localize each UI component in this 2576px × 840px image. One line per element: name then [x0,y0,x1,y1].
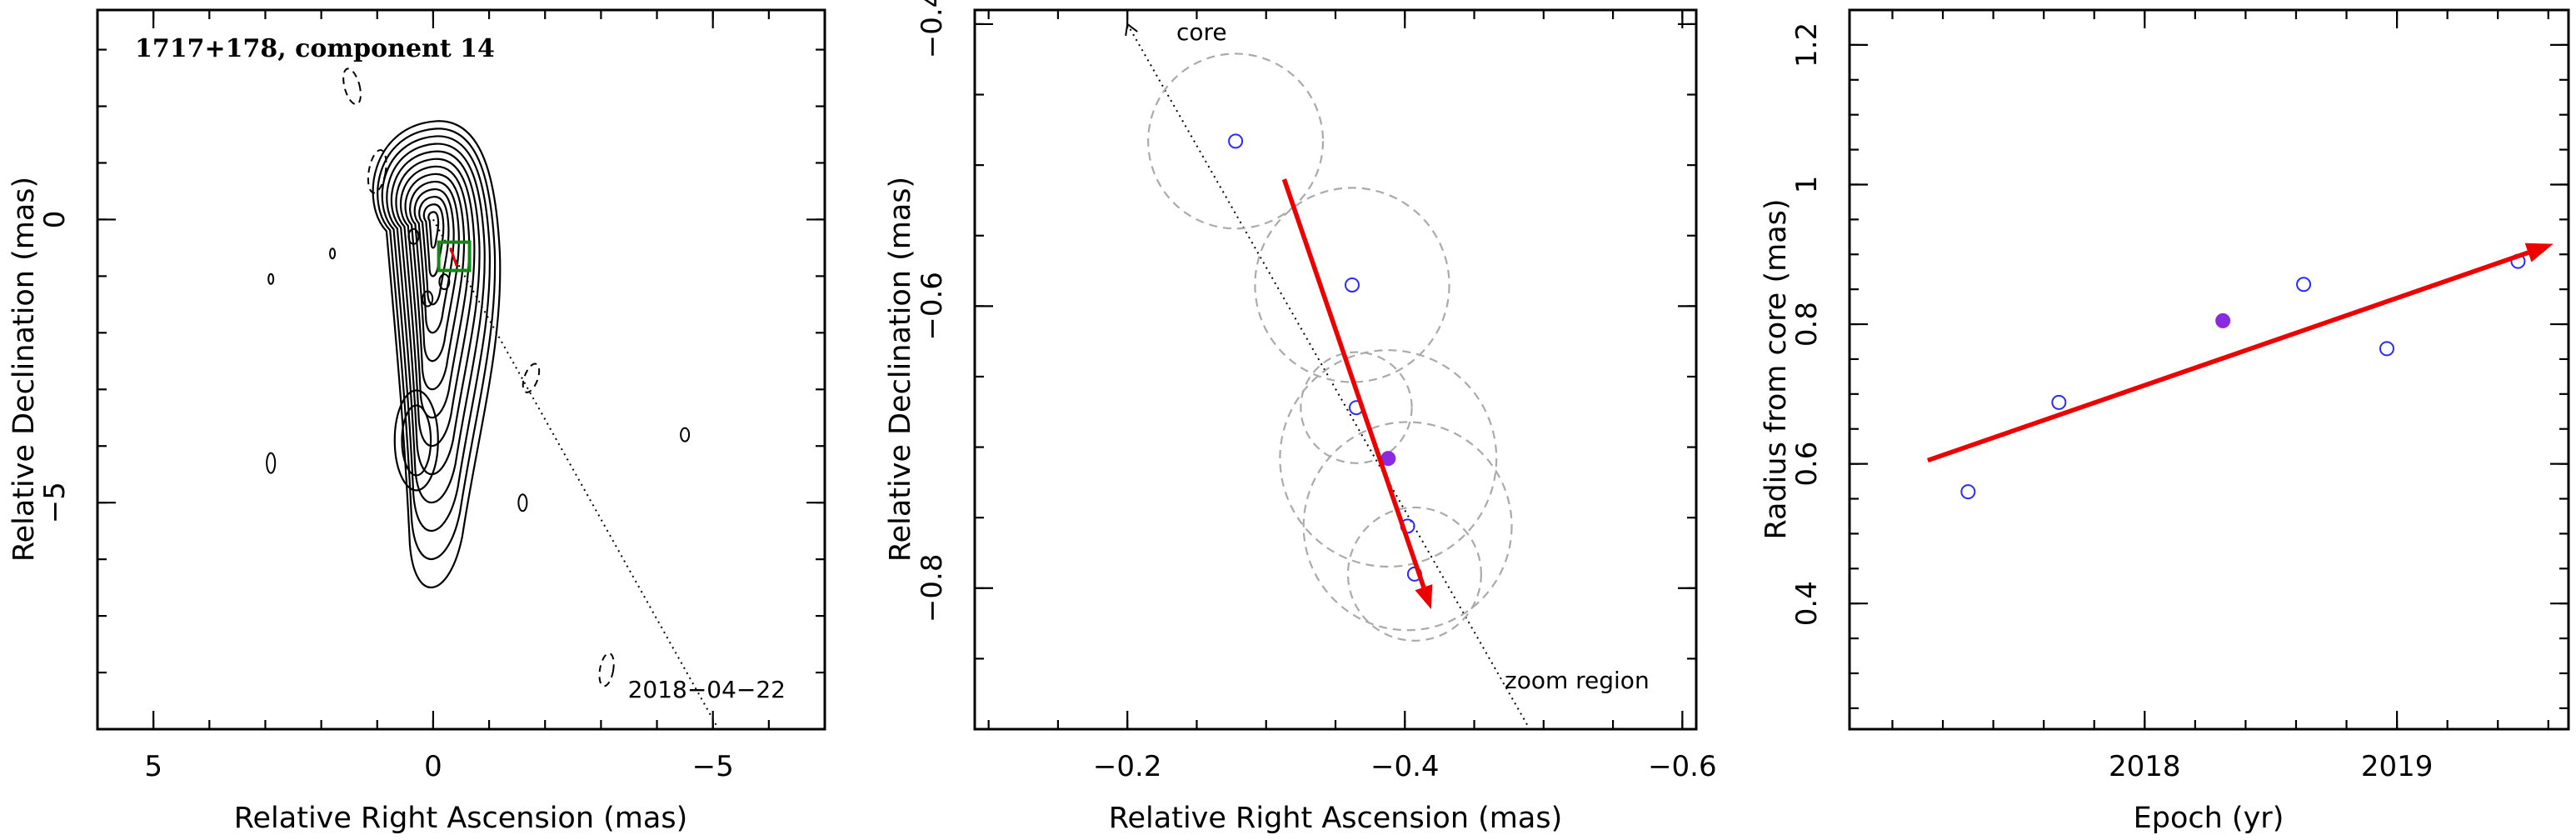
contour-level [393,389,439,492]
y-tick-label: 1.2 [1790,22,1824,68]
zoom-region-box [437,240,472,272]
x-tick-label: −0.6 [1648,750,1717,783]
y-tick-label: 0.4 [1790,581,1824,626]
negative-contour [598,652,615,688]
component-size-circle [1147,52,1325,230]
component-point [1228,133,1244,149]
component-size-circle [1302,421,1513,632]
radius-point [2379,341,2394,357]
x-axis-label: Relative Right Ascension (mas) [234,802,687,835]
y-axis-ticks: −0.4 −0.6 −0.8 [916,0,1696,731]
fit-line-shaft [1926,250,2529,463]
x-axis-ticks: −0.2 −0.4 −0.6 [987,10,1717,783]
x-tick-label: −0.2 [1093,750,1162,783]
x-axis-ticks: 2018 2019 [1891,10,2549,783]
x-tick-label: 2018 [2109,750,2181,783]
jet-direction-line [1126,23,1531,729]
motion-vector-head [1415,584,1433,610]
fit-line-arrow [1926,242,2554,463]
contour-level [404,172,466,391]
x-tick-label: 5 [144,750,162,783]
y-tick-label: 0 [38,211,72,229]
x-tick-label: −5 [692,750,734,783]
contour-level [381,135,492,532]
small-contour [267,272,275,285]
contour-level [422,290,434,308]
x-axis-label: Epoch (yr) [2134,802,2284,835]
contour-level [407,228,420,245]
y-tick-label: −0.6 [916,272,949,341]
component-size-circle [1254,187,1450,383]
contour-level [413,188,455,334]
panel-1-frame [96,8,826,731]
contour-level [386,142,486,504]
contour-level [400,165,471,419]
x-tick-label: −0.4 [1370,750,1440,783]
radius-point [2296,277,2312,292]
y-axis-ticks: 0 −5 [38,48,825,731]
contour-level [422,203,445,278]
zoom-region-label: zoom region [1505,667,1650,694]
contour-level [418,196,450,306]
component-point [1344,277,1360,292]
y-axis-label: Radius from core (mas) [1760,198,1793,539]
motion-vector [1281,178,1433,610]
y-axis-ticks: 0.4 0.6 0.8 1 1.2 [1790,8,2569,709]
y-tick-label: −0.4 [916,0,949,58]
y-tick-label: 1 [1790,176,1824,194]
y-axis-label: Relative Declination (mas) [7,177,41,562]
small-contour [517,493,528,512]
panel-3-frame [1848,8,2570,731]
radius-point [1960,484,1976,500]
contour-level [390,150,481,476]
negative-contour [342,68,362,106]
negative-contour [367,149,387,194]
contour-level [438,273,451,291]
contour-level [395,158,476,448]
jet-direction-line [432,218,720,729]
small-contour [680,427,691,442]
component-size-circle [1346,506,1482,642]
component-size-circles [1147,52,1513,642]
core-direction-label: core [1176,18,1227,46]
x-tick-label: 0 [424,750,442,783]
x-tick-label: 2019 [2361,750,2434,783]
panel-2-frame [973,8,1698,731]
negative-contour [522,362,541,393]
motion-arrow [449,247,458,267]
y-tick-label: 0.8 [1790,302,1824,347]
y-tick-label: −5 [38,482,72,523]
plot-area [1926,242,2554,500]
radius-point [2051,394,2067,410]
panel-3-radius-vs-epoch: 2018 2019 0.4 0.6 0.8 1 1.2 Epoch (yr) Radius… [1760,8,2570,835]
contour-level [372,120,502,588]
panel-1-contour-map: 5 0 −5 0 −5 1717+178, component 14 2018−04−… [7,8,826,835]
y-tick-label: −0.8 [916,554,949,623]
epoch-date-label: 2018−04−22 [628,676,786,703]
contour-level [427,211,440,249]
motion-vector-shaft [1281,178,1426,588]
y-tick-label: 0.6 [1790,442,1824,487]
radius-points [1960,253,2526,500]
component-positions [1228,133,1422,582]
small-contour [266,452,277,474]
contour-map [266,68,691,688]
panel-title: 1717+178, component 14 [135,34,495,63]
component-size-circle [1279,349,1498,568]
small-contour [329,248,337,260]
x-axis-ticks: 5 0 −5 [96,10,826,783]
component-size-circle [1300,351,1413,464]
x-axis-label: Relative Right Ascension (mas) [1109,802,1562,835]
fit-line-head [2524,242,2554,262]
panel-2-zoom-region: −0.2 −0.4 −0.6 −0.4 −0.6 −0.8 core zoom regi… [884,0,1717,835]
plot-area [1126,23,1531,729]
contour-level [409,180,460,362]
contour-level [377,128,497,560]
contour-level [401,404,432,477]
current-epoch-point [2215,312,2231,328]
y-axis-label: Relative Declination (mas) [884,177,917,562]
